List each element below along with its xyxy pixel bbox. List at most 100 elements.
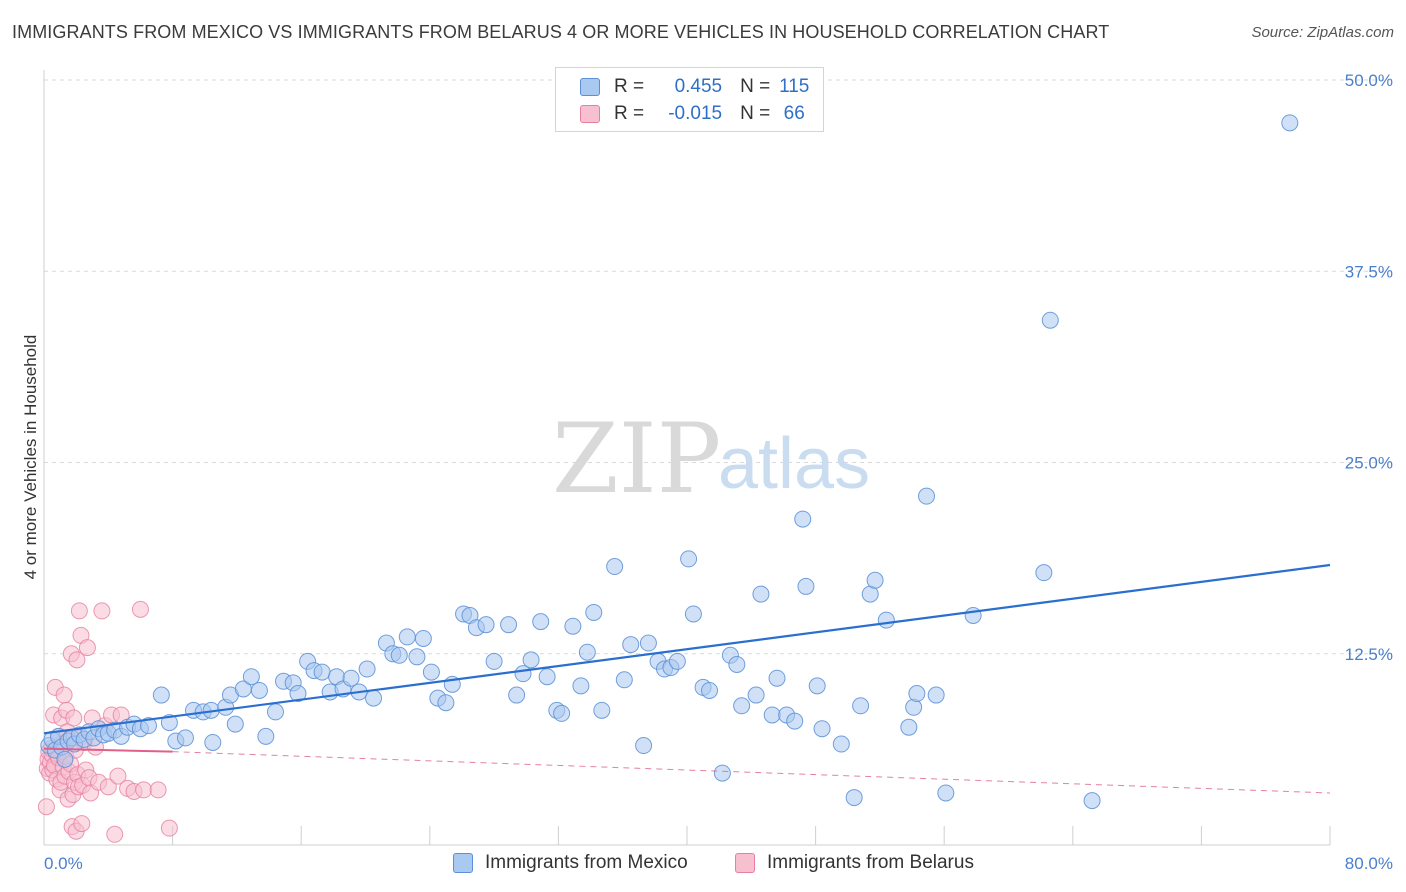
legend-row-mexico: R = 0.455 N = 115 <box>580 75 818 99</box>
mexico-point <box>477 616 495 634</box>
belarus-point <box>135 781 153 799</box>
mexico-point <box>635 737 653 755</box>
legend-swatch-belarus <box>580 105 600 123</box>
mexico-point <box>437 694 455 712</box>
mexico-point <box>937 784 955 802</box>
mexico-point <box>152 686 170 704</box>
belarus-point <box>93 602 111 620</box>
mexico-point <box>242 668 260 686</box>
mexico-point <box>852 697 870 715</box>
watermark-atlas: atlas <box>718 424 870 504</box>
mexico-point <box>365 689 383 707</box>
legend-n-label: N = <box>740 103 771 124</box>
y-tick-label: 12.5% <box>1345 645 1393 664</box>
tick-labels: 12.5% 25.0% 37.5% 50.0% 0.0% 80.0% <box>44 71 1393 873</box>
mexico-point <box>733 697 751 715</box>
mexico-point <box>797 577 815 595</box>
mexico-point <box>564 617 582 635</box>
mexico-point <box>701 681 719 699</box>
belarus-point <box>37 798 55 816</box>
stats-legend: R = 0.455 N = 115 R = -0.015 N = 66 <box>555 67 824 132</box>
mexico-point <box>900 718 918 736</box>
mexico-point <box>713 764 731 782</box>
mexico-point <box>139 717 157 735</box>
mexico-point <box>342 669 360 687</box>
mexico-point <box>639 634 657 652</box>
mexico-point <box>786 712 804 730</box>
mexico-point <box>508 686 526 704</box>
mexico-point <box>500 616 518 634</box>
legend-r-label: R = <box>614 103 645 124</box>
legend-r-value: 0.455 <box>674 76 723 97</box>
belarus-points <box>37 600 178 843</box>
belarus-point <box>160 819 178 837</box>
mexico-point <box>257 727 275 745</box>
mexico-point <box>768 669 786 687</box>
mexico-point <box>422 663 440 681</box>
belarus-point <box>131 600 149 618</box>
legend-n-value: 66 <box>783 103 805 124</box>
belarus-point <box>99 778 117 796</box>
mexico-point <box>532 613 550 631</box>
legend-label-mexico: Immigrants from Mexico <box>485 852 688 873</box>
watermark-zip: ZIP <box>552 403 721 515</box>
legend-r-value: -0.015 <box>668 103 723 124</box>
mexico-point <box>593 701 611 719</box>
mexico-point <box>250 681 268 699</box>
grid-lines <box>44 79 1392 845</box>
mexico-point <box>752 585 770 603</box>
mexico-points <box>40 114 1299 810</box>
mexico-point <box>553 704 571 722</box>
mexico-point <box>622 636 640 654</box>
mexico-point <box>794 510 812 528</box>
legend-label-belarus: Immigrants from Belarus <box>767 852 974 873</box>
mexico-point <box>1041 311 1059 329</box>
mexico-point <box>572 677 590 695</box>
mexico-point <box>578 643 596 661</box>
mexico-point <box>680 550 698 568</box>
mexico-point <box>538 668 556 686</box>
series-legend: Immigrants from Mexico Immigrants from B… <box>0 852 1406 878</box>
mexico-point <box>808 677 826 695</box>
mexico-point <box>1281 114 1299 132</box>
legend-r-label: R = <box>614 76 645 97</box>
mexico-point <box>160 714 178 732</box>
chart-source: Source: ZipAtlas.com <box>1251 24 1394 41</box>
mexico-point <box>908 685 926 703</box>
belarus-point <box>68 651 86 669</box>
trend-lines <box>43 563 1331 794</box>
mexico-point <box>1035 564 1053 582</box>
mexico-point <box>56 750 74 768</box>
chart-title: IMMIGRANTS FROM MEXICO VS IMMIGRANTS FRO… <box>12 22 1110 42</box>
mexico-point <box>313 663 331 681</box>
legend-item-mexico[interactable]: Immigrants from Mexico <box>453 852 688 874</box>
belarus-trend-extension <box>172 751 1331 794</box>
legend-item-belarus[interactable]: Immigrants from Belarus <box>735 852 974 874</box>
belarus-point <box>106 825 124 843</box>
mexico-point <box>728 655 746 673</box>
mexico-point <box>514 665 532 683</box>
y-tick-label: 50.0% <box>1345 71 1393 90</box>
mexico-point <box>747 686 765 704</box>
belarus-point <box>73 815 91 833</box>
x-tick-label: 0.0% <box>44 854 83 873</box>
mexico-point <box>927 686 945 704</box>
belarus-point <box>55 686 73 704</box>
y-tick-label: 37.5% <box>1345 262 1393 281</box>
belarus-trend-line <box>43 747 173 753</box>
mexico-point <box>877 611 895 629</box>
mexico-point <box>398 628 416 646</box>
mexico-point <box>832 735 850 753</box>
legend-n-value: 115 <box>779 76 810 97</box>
mexico-point <box>668 652 686 670</box>
mexico-point <box>763 706 781 724</box>
mexico-point <box>918 487 936 505</box>
mexico-point <box>606 558 624 576</box>
legend-swatch-belarus <box>735 853 755 873</box>
mexico-point <box>905 698 923 716</box>
legend-swatch-mexico <box>580 78 600 96</box>
mexico-trend-line <box>43 563 1331 735</box>
mexico-point <box>1083 792 1101 810</box>
mexico-point <box>845 789 863 807</box>
